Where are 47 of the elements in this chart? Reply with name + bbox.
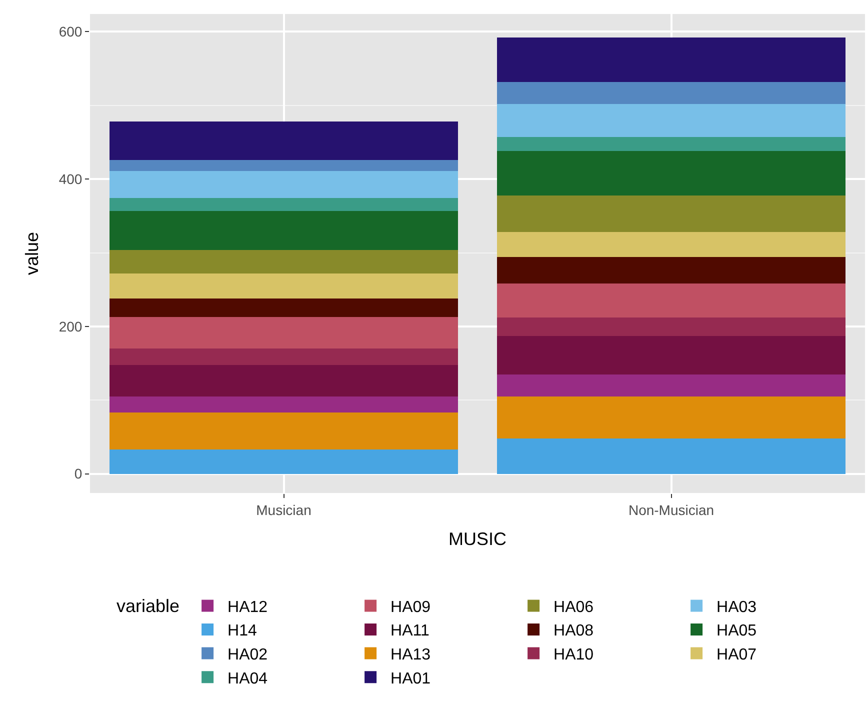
bar (496, 284, 846, 318)
bar (109, 273, 458, 298)
bar (496, 232, 846, 258)
bar (496, 195, 846, 232)
legend-title: variable (116, 596, 180, 616)
bar (496, 82, 846, 104)
y-tick-label: 400 (58, 170, 82, 187)
bar (109, 364, 458, 396)
legend-label: HA12 (228, 598, 268, 616)
y-tick-label: 600 (58, 24, 82, 40)
bar (109, 210, 458, 250)
bar (109, 412, 458, 450)
bar (496, 374, 846, 396)
legend-label: HA10 (554, 646, 594, 664)
x-tick-label: Musician (256, 502, 312, 518)
bar (496, 137, 846, 152)
bar (109, 250, 458, 274)
bar (496, 438, 846, 474)
legend-label: HA13 (390, 646, 431, 664)
legend-label: HA03 (716, 598, 757, 616)
bar (109, 316, 458, 349)
bar (109, 348, 458, 365)
bar (496, 318, 846, 336)
x-axis-title: MUSIC (448, 528, 506, 549)
x-tick-label: Non-Musician (628, 502, 714, 518)
bar (109, 396, 458, 413)
bar (496, 104, 846, 138)
y-tick-label: 200 (58, 318, 82, 334)
y-tick-label: 0 (74, 466, 82, 482)
bar (496, 396, 846, 438)
bar (109, 170, 458, 198)
bar (109, 122, 458, 160)
bar (496, 336, 846, 374)
bar (109, 160, 458, 171)
legend-label: HA07 (716, 646, 757, 664)
bar (496, 151, 846, 196)
bar (109, 450, 458, 474)
legend-label: HA04 (228, 670, 268, 688)
bar (109, 298, 458, 317)
bar (109, 198, 458, 211)
legend-label: HA02 (228, 646, 268, 664)
legend-label: HA06 (554, 598, 594, 616)
y-axis-title: value (22, 232, 42, 276)
legend-label: HA01 (390, 670, 431, 688)
bar (496, 257, 846, 284)
legend-label: HA09 (390, 598, 431, 616)
bar (496, 38, 846, 82)
